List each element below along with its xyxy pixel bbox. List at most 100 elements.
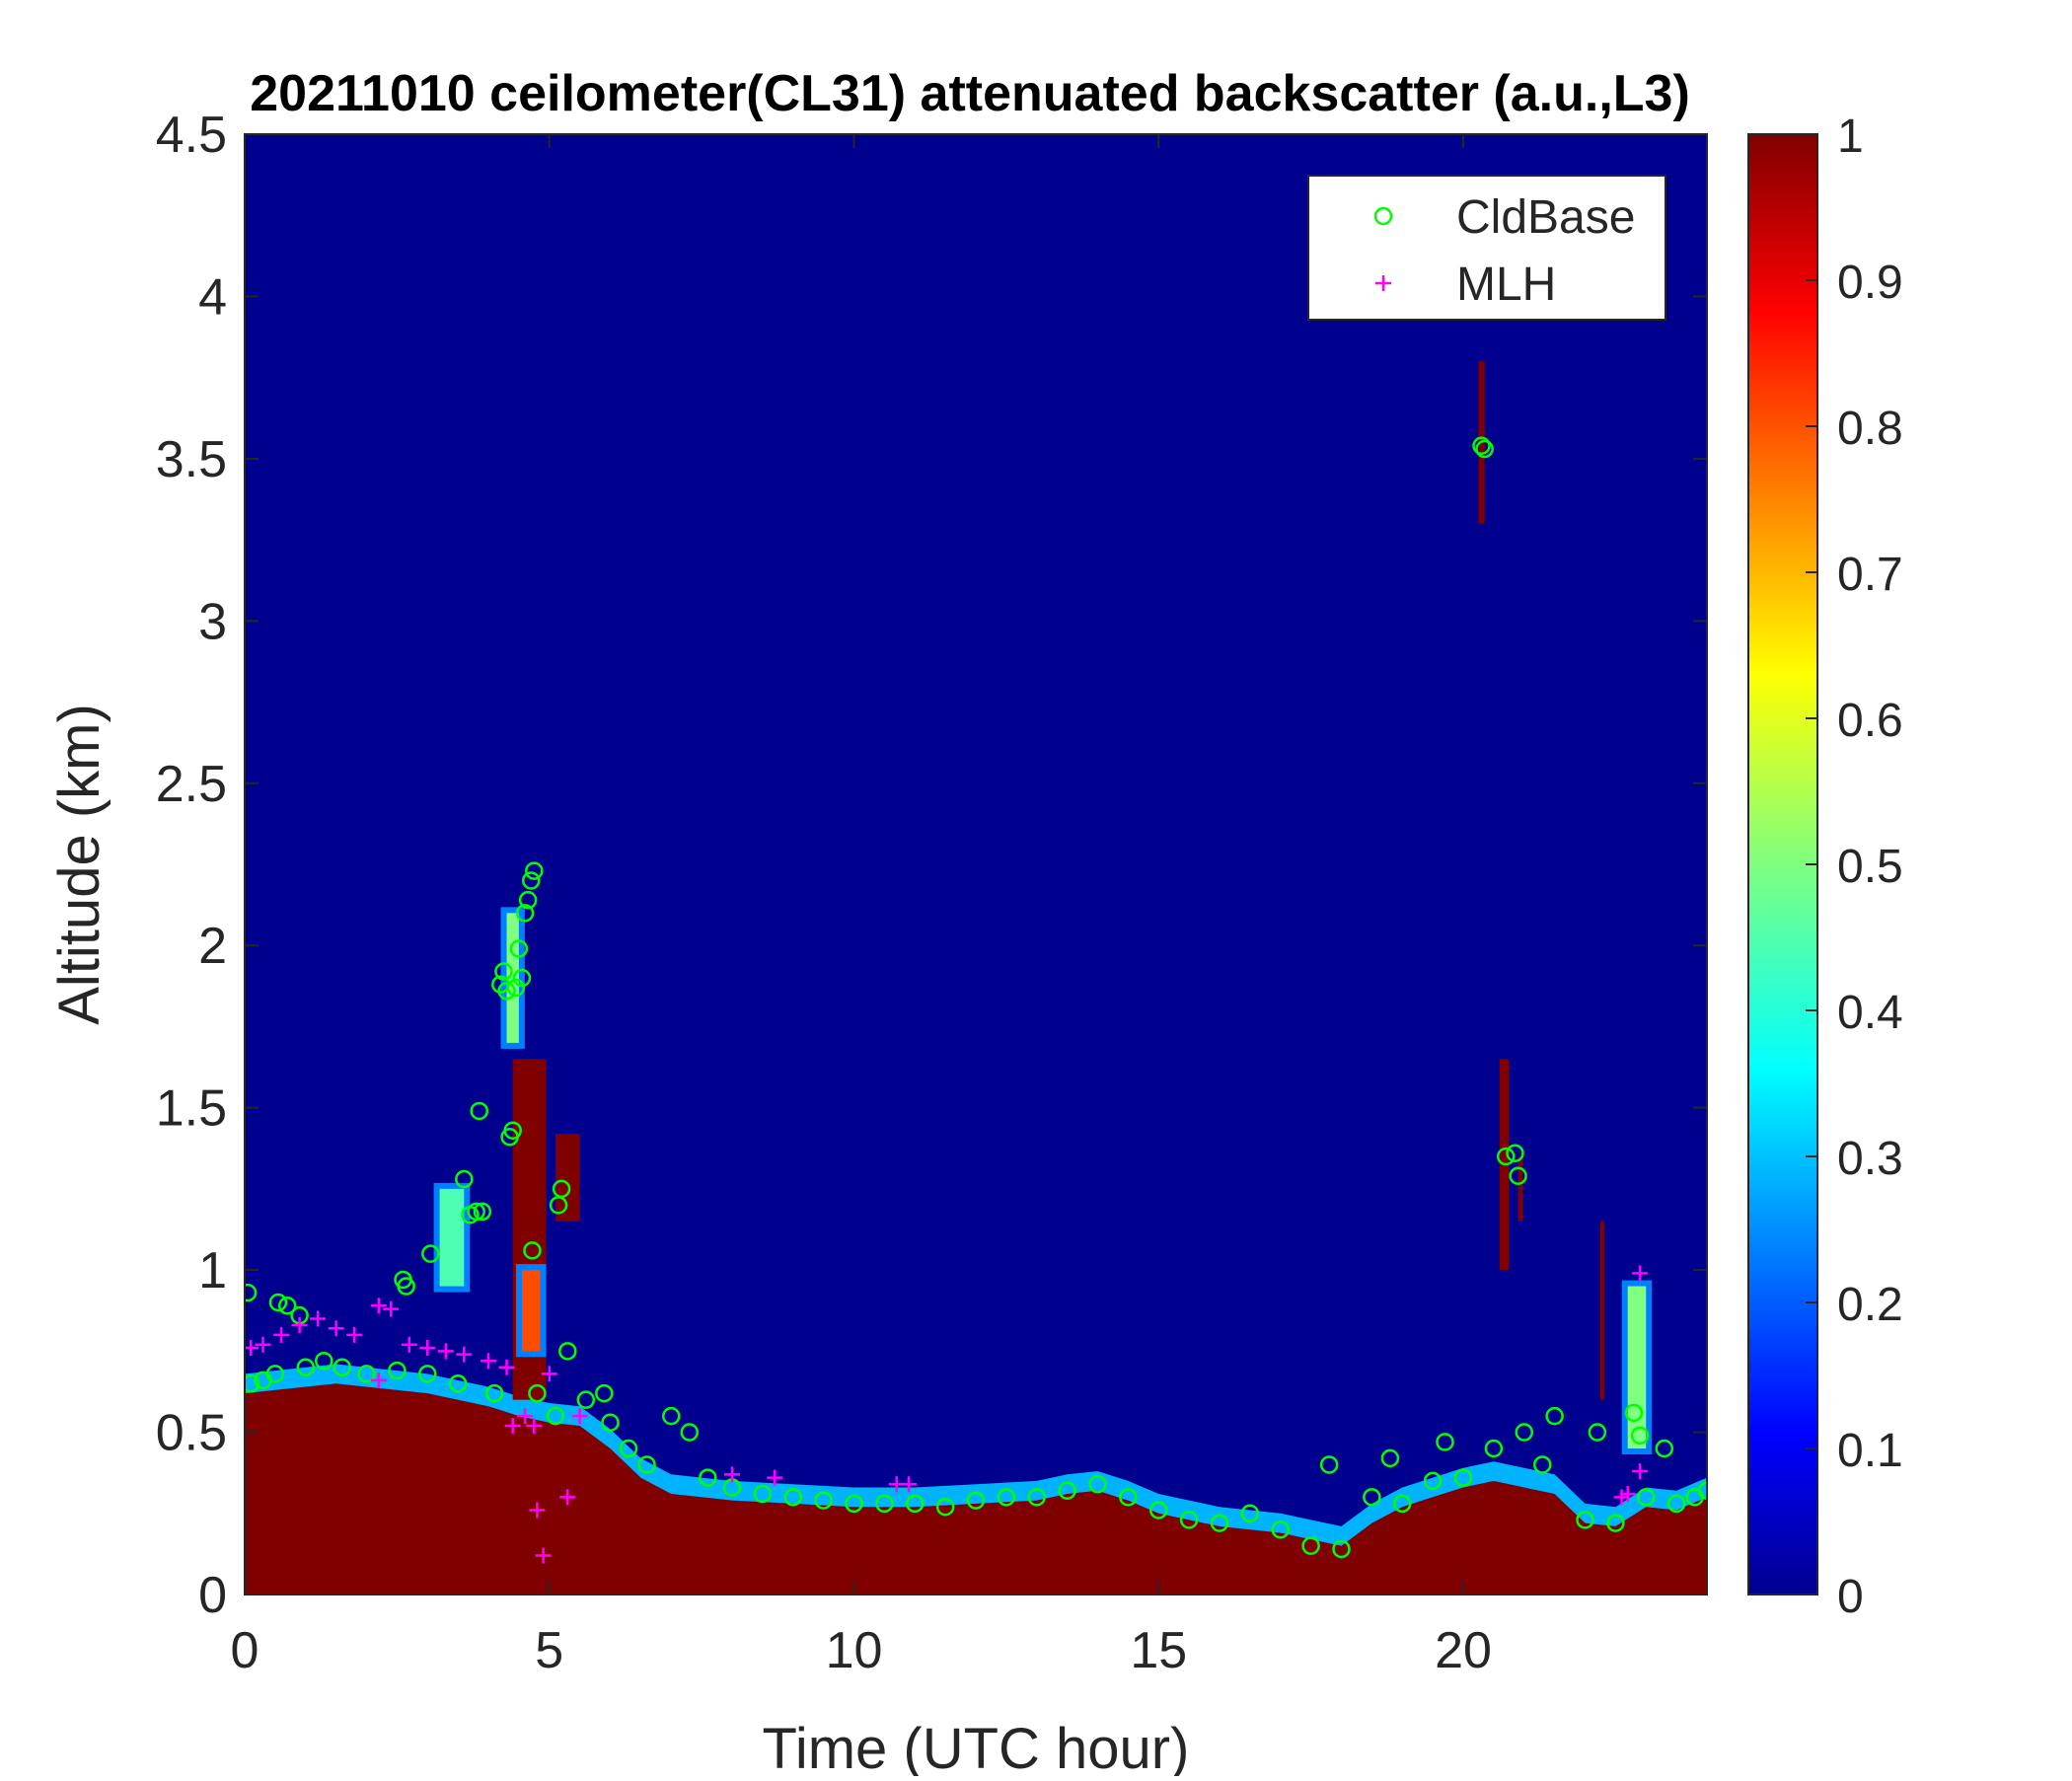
cldbase-point	[521, 871, 541, 890]
colorbar: 0 0.1 0.2 0.3 0.4 0.5 0.6 0.7 0.8 0.9 1	[1747, 111, 1903, 1623]
cldbase-point	[1210, 1514, 1229, 1532]
cldbase-point	[265, 1365, 285, 1383]
cldbase-point	[455, 1169, 474, 1189]
mlh-point	[456, 1346, 473, 1363]
cldbase-point	[935, 1497, 955, 1517]
mlh-point	[498, 1359, 515, 1375]
series-layer	[245, 436, 1707, 1564]
cldbase-point	[1363, 1488, 1381, 1507]
legend: CldBase MLH	[1307, 175, 1666, 321]
mlh-point	[559, 1489, 576, 1506]
cldbase-point	[753, 1484, 773, 1504]
cldbase-point	[1119, 1488, 1138, 1507]
cldbase-point	[1088, 1474, 1107, 1494]
cldbase-point	[494, 962, 513, 981]
y-tick-label: 4.5	[156, 107, 227, 164]
mlh-point	[767, 1469, 783, 1486]
cldbase-point	[1509, 1166, 1527, 1185]
colorbar-tick-label: 0.1	[1837, 1425, 1903, 1477]
cldbase-point	[1545, 1406, 1564, 1426]
y-tick-label: 0.5	[156, 1405, 227, 1462]
cldbase-point	[680, 1423, 700, 1442]
series-cldbase	[245, 436, 1707, 1559]
cldbase-point	[576, 1390, 596, 1409]
colorbar-tick-label: 0	[1837, 1571, 1864, 1623]
x-tick-label: 5	[535, 1622, 563, 1679]
cldbase-point	[1301, 1536, 1320, 1555]
cldbase-point	[523, 1241, 542, 1260]
cldbase-point	[637, 1455, 656, 1474]
cldbase-point	[1606, 1514, 1625, 1532]
cldbase-point	[1475, 439, 1494, 459]
y-tick-label: 4	[198, 268, 227, 326]
cldbase-point	[509, 939, 529, 958]
cldbase-point	[470, 1101, 488, 1121]
cldbase-point	[1496, 1147, 1516, 1166]
cldbase-point	[619, 1439, 638, 1458]
x-tick-label: 0	[231, 1622, 259, 1679]
backscatter-patch	[439, 1188, 465, 1287]
cldbase-point	[397, 1277, 415, 1296]
mlh-point	[1632, 1265, 1649, 1282]
colorbar-tick-label: 0.8	[1837, 403, 1903, 455]
cldbase-point	[1027, 1488, 1046, 1507]
cldbase-point	[845, 1494, 863, 1514]
mlh-point	[571, 1408, 588, 1425]
cldbase-point	[1506, 1144, 1524, 1162]
axes: 0 5 10 15 20 0 0.5 1 1.5 2 2.5 3 3.5 4 4.5	[156, 107, 1707, 1679]
cldbase-point	[1436, 1433, 1454, 1451]
cldbase-point	[245, 1373, 260, 1393]
mlh-point	[541, 1366, 557, 1382]
backscatter-patch	[1517, 1156, 1523, 1222]
mlh-point	[529, 1502, 546, 1519]
mlh-point	[291, 1317, 308, 1334]
cldbase-point	[1697, 1481, 1707, 1501]
cldbase-point	[333, 1358, 352, 1377]
cldbase-point	[467, 1202, 485, 1222]
legend-label-cldbase: CldBase	[1456, 191, 1635, 244]
cldbase-point	[296, 1358, 315, 1377]
x-axis-label: Time (UTC hour)	[763, 1717, 1190, 1776]
cldbase-point	[1472, 436, 1491, 455]
cldbase-point	[966, 1491, 986, 1510]
cldbase-point	[1423, 1471, 1443, 1491]
cldbase-point	[357, 1365, 376, 1383]
mlh-point	[526, 1417, 543, 1434]
plot-frame	[244, 133, 1708, 1595]
backscatter-patch	[1627, 1286, 1647, 1448]
cldbase-point	[814, 1491, 833, 1510]
cldbase-point	[421, 1244, 440, 1263]
y-tick-label: 1	[198, 1242, 227, 1299]
cldbase-point	[997, 1488, 1016, 1507]
cldbase-point	[1332, 1539, 1351, 1559]
cldbase-point	[1319, 1455, 1339, 1474]
backscatter-patch	[555, 1133, 580, 1222]
chart-title: 20211010 ceilometer(CL31) attenuated bac…	[250, 65, 1690, 122]
plot-background	[245, 134, 1707, 1595]
y-axis-label: Altitude (km)	[47, 704, 111, 1025]
colorbar-tick-label: 0.5	[1837, 841, 1903, 893]
cldbase-point	[1533, 1455, 1552, 1474]
cldbase-point	[875, 1494, 894, 1514]
colorbar-tick-label: 0.3	[1837, 1133, 1903, 1185]
cldbase-point	[906, 1494, 925, 1514]
cldbase-point	[1624, 1403, 1644, 1423]
y-tick-label: 2	[198, 918, 227, 975]
y-tick-label: 1.5	[156, 1080, 227, 1138]
cldbase-point	[1149, 1501, 1168, 1520]
cldbase-point	[503, 1121, 522, 1140]
cldbase-point	[1393, 1494, 1412, 1514]
cldbase-point	[1380, 1448, 1400, 1468]
mlh-point	[370, 1298, 387, 1314]
cldbase-point	[601, 1413, 620, 1432]
cldbase-point	[506, 978, 526, 998]
mlh-point	[273, 1326, 290, 1343]
x-tick-label: 20	[1435, 1622, 1492, 1679]
cldbase-point	[1515, 1423, 1533, 1442]
mlh-point	[401, 1336, 417, 1353]
mlh-point	[346, 1326, 363, 1343]
cldbase-point	[497, 982, 516, 1001]
mlh-point	[504, 1417, 521, 1434]
mlh-point	[535, 1547, 552, 1564]
